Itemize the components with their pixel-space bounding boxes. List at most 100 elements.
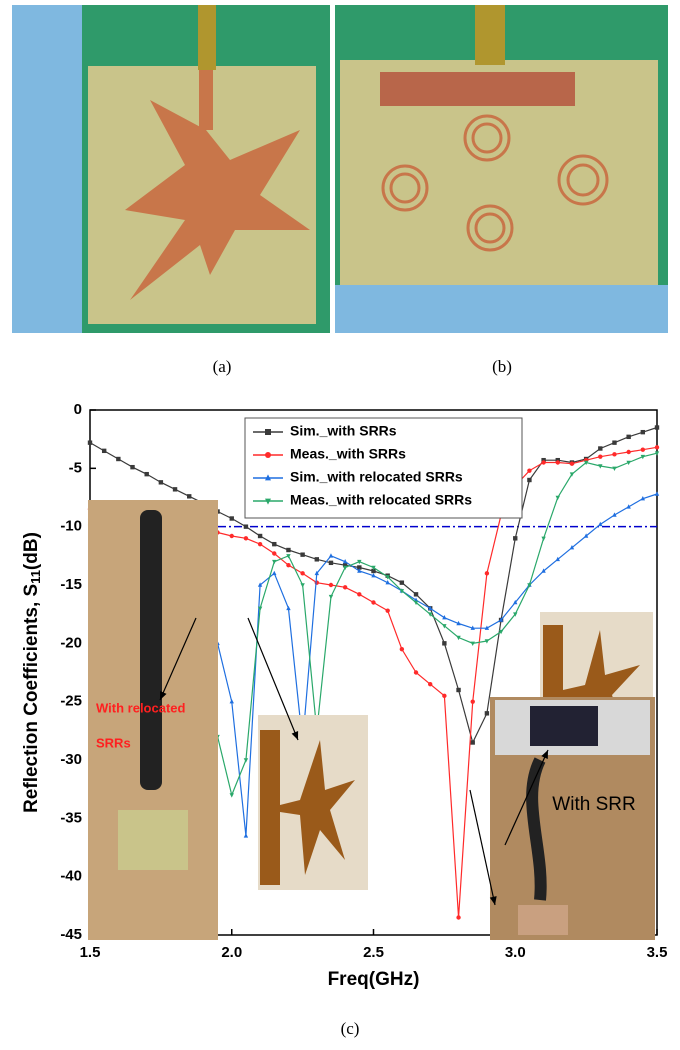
legend-marker: [265, 452, 271, 458]
point: [442, 615, 447, 620]
panel-label: (b): [492, 357, 512, 376]
point: [640, 429, 646, 435]
point: [243, 833, 249, 838]
point: [555, 457, 560, 463]
point: [484, 625, 490, 630]
inset-photo-board: [518, 905, 568, 935]
point: [555, 460, 560, 465]
point: [569, 461, 575, 466]
point: [229, 793, 234, 798]
point: [328, 582, 334, 588]
point: [527, 468, 532, 473]
point: [555, 495, 560, 501]
point: [272, 570, 277, 576]
point: [229, 516, 234, 521]
insets: With relocated SRRs With SRR: [88, 500, 655, 940]
inset-schematic-feed: [260, 730, 280, 885]
point: [357, 592, 362, 597]
y-tick-label: -15: [60, 576, 82, 593]
photo-a: [12, 5, 330, 333]
arrow-head: [489, 896, 497, 905]
y-tick-label: -35: [60, 809, 82, 826]
point: [470, 641, 475, 646]
point: [272, 559, 277, 565]
point: [612, 466, 617, 471]
point: [612, 512, 617, 517]
point: [654, 445, 660, 450]
point: [257, 541, 263, 547]
x-tick-label: 2.0: [221, 944, 242, 961]
point: [442, 693, 447, 699]
point: [314, 557, 319, 562]
arrow: [247, 617, 299, 741]
y-tick-label: -10: [60, 518, 82, 535]
point: [470, 625, 475, 630]
y-axis-label-part: 11: [28, 570, 43, 584]
point: [428, 605, 433, 611]
y-tick-label: -45: [60, 926, 82, 943]
point: [101, 448, 107, 454]
point: [456, 635, 461, 641]
point: [513, 612, 518, 617]
point: [583, 533, 589, 538]
point: [342, 559, 348, 564]
point: [243, 758, 249, 763]
point: [598, 454, 603, 459]
point: [144, 471, 149, 477]
arrow-head: [160, 691, 167, 700]
arrow-head: [541, 750, 548, 759]
point: [541, 460, 546, 465]
legend-label: Sim._with relocated SRRs: [290, 469, 463, 485]
point: [187, 494, 192, 499]
point: [158, 480, 164, 485]
x-tick-label: 3.5: [647, 944, 668, 961]
point: [513, 599, 518, 605]
point: [371, 600, 376, 605]
point: [328, 594, 334, 600]
legend-marker: [265, 498, 271, 505]
inset-photo-cable: [140, 510, 162, 790]
point: [371, 568, 376, 574]
point: [513, 536, 518, 541]
photo-b: [335, 5, 668, 333]
arrow: [504, 749, 549, 846]
point: [413, 670, 419, 675]
point: [257, 606, 263, 611]
inset-schematic-patch: [280, 740, 355, 875]
point: [286, 554, 291, 559]
point: [300, 552, 305, 557]
point: [456, 915, 461, 920]
y-tick-label: -30: [60, 751, 82, 768]
point: [484, 571, 490, 576]
point: [286, 547, 291, 553]
point: [442, 624, 447, 629]
point: [541, 568, 546, 573]
point: [314, 570, 319, 576]
inset-photo-board: [118, 810, 188, 870]
y-axis-label: Reflection Coefficients, S11(dB): [21, 532, 43, 813]
point: [428, 612, 433, 617]
panel-label: (c): [341, 1019, 360, 1038]
point: [470, 699, 475, 704]
point: [286, 605, 291, 611]
point: [626, 460, 631, 466]
point: [385, 575, 390, 580]
point: [640, 454, 646, 460]
point: [413, 592, 419, 597]
point: [569, 472, 575, 477]
panel-label: (a): [213, 357, 232, 376]
y-tick-label: -40: [60, 868, 82, 885]
legend-box: [244, 417, 523, 519]
point: [286, 562, 291, 568]
x-axis-label: Freq(GHz): [328, 969, 420, 990]
legend-label: Meas._with relocated SRRs: [290, 492, 472, 508]
point: [640, 496, 646, 501]
point: [640, 447, 646, 452]
point: [569, 545, 575, 550]
point: [484, 639, 490, 644]
point: [626, 449, 631, 455]
legend-label: Meas._with SRRs: [290, 446, 406, 462]
arrow: [469, 789, 496, 906]
point: [498, 617, 504, 622]
